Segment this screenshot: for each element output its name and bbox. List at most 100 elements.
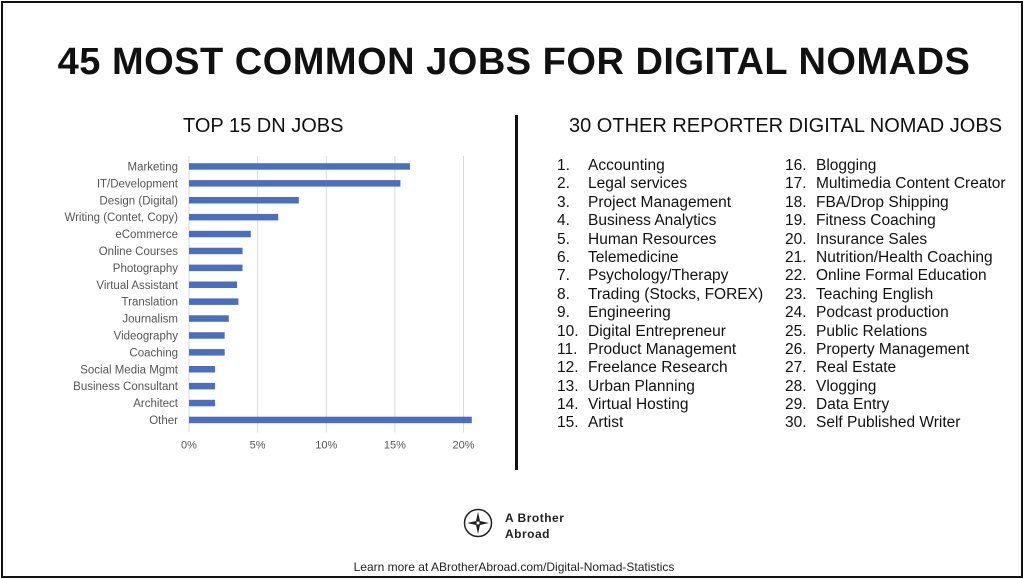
job-list-item: 30. Self Published Writer <box>785 414 1006 432</box>
other-jobs-title: 30 OTHER REPORTER DIGITAL NOMAD JOBS <box>569 115 1003 137</box>
brand-name: A Brother Abroad <box>505 510 564 542</box>
category-label: Social Media Mgmt <box>80 364 179 376</box>
job-label: Property Management <box>816 340 970 358</box>
x-tick-label: 5% <box>250 439 266 451</box>
job-number: 23. <box>785 285 807 303</box>
bar <box>189 332 225 339</box>
x-tick-label: 10% <box>315 439 337 451</box>
bar <box>189 281 238 288</box>
bar <box>189 264 243 272</box>
bar <box>189 349 225 356</box>
bar <box>189 163 411 170</box>
category-label: Photography <box>113 263 178 275</box>
jobs-list-column-1: 1. Accounting 2. Legal services 3. Project Ma… <box>557 157 763 433</box>
category-label: Marketing <box>128 161 179 173</box>
job-label: Product Management <box>588 340 737 358</box>
job-number: 3. <box>557 193 570 211</box>
job-label: Accounting <box>588 157 665 174</box>
job-label: Human Resources <box>588 230 717 248</box>
category-label: Coaching <box>129 347 178 359</box>
job-list-item: 28. Vlogging <box>785 378 1006 396</box>
job-label: Self Published Writer <box>816 414 961 432</box>
job-label: Multimedia Content Creator <box>816 175 1006 193</box>
job-number: 8. <box>557 285 570 303</box>
bar-chart: 0% 5% 10% 15% 20% Marketing IT/Development Desi… <box>64 156 475 451</box>
job-number: 14. <box>557 396 579 414</box>
job-number: 29. <box>785 396 807 414</box>
job-number: 9. <box>557 304 570 322</box>
footer-link-text: Learn more at ABrotherAbroad.com/Digital… <box>353 560 675 574</box>
bar <box>189 315 229 322</box>
job-number: 11. <box>557 340 578 358</box>
job-list-item: 6. Telemedicine <box>557 249 763 267</box>
job-list-item: 22. Online Formal Education <box>785 267 1006 285</box>
job-list-item: 2. Legal services <box>557 175 763 193</box>
bar <box>189 298 239 305</box>
bar <box>189 366 216 373</box>
job-list-item: 26. Property Management <box>785 341 1006 359</box>
job-number: 20. <box>785 230 807 248</box>
bar <box>189 382 216 390</box>
job-label: Freelance Research <box>588 359 728 377</box>
bar <box>189 247 243 255</box>
job-label: Vlogging <box>816 377 877 395</box>
job-number: 18. <box>785 193 807 211</box>
chart-title: TOP 15 DN JOBS <box>183 115 344 137</box>
job-list-item: 29. Data Entry <box>785 396 1006 414</box>
job-number: 7. <box>557 267 570 285</box>
page-title: 45 MOST COMMON JOBS FOR DIGITAL NOMADS <box>57 41 971 83</box>
job-list-item: 20. Insurance Sales <box>785 231 1006 249</box>
jobs-list-column-2: 16. Blogging 17. Multimedia Content Creator… <box>785 157 1006 433</box>
job-number: 1. <box>557 157 570 174</box>
job-list-item: 25. Public Relations <box>785 323 1006 341</box>
bar <box>189 416 472 424</box>
job-number: 24. <box>785 304 807 322</box>
job-number: 17. <box>785 175 807 193</box>
bar <box>189 230 251 238</box>
job-label: Artist <box>588 414 624 432</box>
job-label: Business Analytics <box>588 212 717 230</box>
job-list-item: 11. Product Management <box>557 341 763 359</box>
job-label: Psychology/Therapy <box>588 267 729 285</box>
job-number: 30. <box>785 414 807 432</box>
x-tick-label: 15% <box>384 439 406 451</box>
job-label: Data Entry <box>816 396 890 414</box>
job-list-item: 14. Virtual Hosting <box>557 396 763 414</box>
job-label: Insurance Sales <box>816 230 928 248</box>
job-list-item: 13. Urban Planning <box>557 378 763 396</box>
job-list-item: 24. Podcast production <box>785 304 1006 322</box>
job-list-item: 15. Artist <box>557 414 763 432</box>
job-number: 13. <box>557 377 579 395</box>
x-tick-label: 0% <box>181 439 197 451</box>
category-label: Other <box>149 415 178 427</box>
job-number: 27. <box>785 359 807 377</box>
bar <box>189 213 279 221</box>
job-label: Virtual Hosting <box>588 396 689 414</box>
brand-line-2: Abroad <box>505 527 550 541</box>
job-number: 2. <box>557 175 570 193</box>
job-list-item: 3. Project Management <box>557 194 763 212</box>
job-label: Public Relations <box>816 322 928 340</box>
job-list-item: 23. Teaching English <box>785 286 1006 304</box>
category-label: Videography <box>114 330 179 342</box>
job-number: 15. <box>557 414 579 432</box>
job-list-item: 27. Real Estate <box>785 359 1006 377</box>
job-number: 10. <box>557 322 579 340</box>
job-list-item: 7. Psychology/Therapy <box>557 267 763 285</box>
category-label: Translation <box>122 297 178 309</box>
category-label: Design (Digital) <box>99 195 178 207</box>
job-list-item: 10. Digital Entrepreneur <box>557 323 763 341</box>
bar <box>189 197 299 204</box>
job-number: 22. <box>785 267 807 285</box>
job-number: 26. <box>785 340 807 358</box>
job-number: 4. <box>557 212 570 230</box>
brand-line-1: A Brother <box>505 511 565 525</box>
job-label: Fitness Coaching <box>816 212 936 230</box>
job-number: 21. <box>785 248 807 266</box>
job-label: Urban Planning <box>588 377 695 395</box>
job-label: Teaching English <box>816 285 934 303</box>
job-list-item: 18. FBA/Drop Shipping <box>785 194 1006 212</box>
x-tick-label: 20% <box>453 439 475 451</box>
bar <box>189 180 401 187</box>
